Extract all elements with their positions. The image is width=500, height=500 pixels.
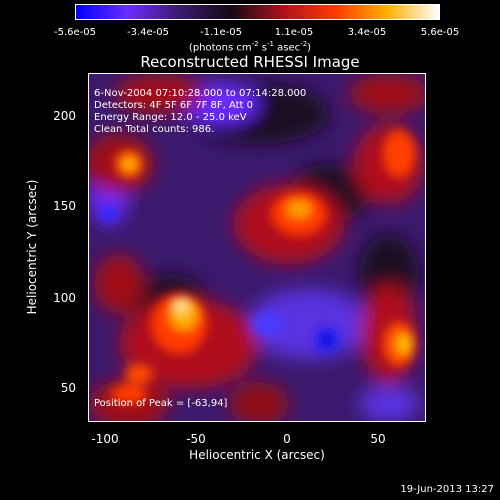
detectors-label: Detectors: 4F 5F 6F 7F 8F, Att 0 bbox=[94, 100, 254, 111]
y-tick-label: 150 bbox=[53, 199, 76, 213]
x-tick-label: 50 bbox=[370, 432, 386, 446]
colorbar-tick-label: -5.6e-05 bbox=[54, 27, 96, 38]
rhessi-image bbox=[88, 73, 426, 422]
y-tick-label: 50 bbox=[60, 381, 76, 395]
generation-date: 19-Jun-2013 13:27 bbox=[400, 484, 494, 495]
plot-title: Reconstructed RHESSI Image bbox=[140, 53, 360, 71]
colorbar-tick-label: 5.6e-05 bbox=[420, 27, 460, 38]
x-tick-label: 0 bbox=[283, 432, 291, 446]
peak-position-label: Position of Peak = [-63,94] bbox=[94, 398, 228, 409]
colorbar-tick-label: 3.4e-05 bbox=[347, 27, 387, 38]
color-bar bbox=[75, 4, 440, 20]
colorbar-tick-label: -1.1e-05 bbox=[200, 27, 242, 38]
y-axis-label: Heliocentric Y (arcsec) bbox=[25, 179, 39, 315]
y-tick-label: 200 bbox=[53, 109, 76, 123]
colorbar-units: (photons cm-2 s-1 asec-2) bbox=[188, 40, 312, 54]
colorbar-tick-label: 1.1e-05 bbox=[274, 27, 314, 38]
energy-range-label: Energy Range: 12.0 - 25.0 keV bbox=[94, 112, 247, 123]
colorbar-tick-label: -3.4e-05 bbox=[127, 27, 169, 38]
clean-counts-label: Clean Total counts: 986. bbox=[94, 124, 215, 135]
x-tick-label: -100 bbox=[91, 432, 119, 446]
time-range-label: 6-Nov-2004 07:10:28.000 to 07:14:28.000 bbox=[94, 88, 307, 99]
image-map bbox=[89, 74, 425, 421]
y-tick-label: 100 bbox=[53, 291, 76, 305]
x-axis-label: Heliocentric X (arcsec) bbox=[189, 448, 325, 462]
x-tick-label: -50 bbox=[186, 432, 206, 446]
